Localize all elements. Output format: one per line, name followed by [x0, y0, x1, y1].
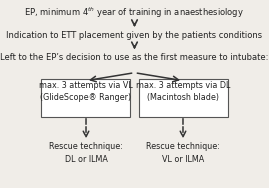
FancyBboxPatch shape: [139, 79, 228, 117]
Text: EP, minimum 4$^{th}$ year of training in anaesthesiology: EP, minimum 4$^{th}$ year of training in…: [24, 6, 245, 20]
Text: max. 3 attempts via DL
(Macintosh blade): max. 3 attempts via DL (Macintosh blade): [136, 81, 230, 102]
Text: max. 3 attempts via VL
(GlideScope® Ranger): max. 3 attempts via VL (GlideScope® Rang…: [39, 81, 133, 102]
Text: Indication to ETT placement given by the patients conditions: Indication to ETT placement given by the…: [6, 31, 263, 40]
Text: Rescue technique:
DL or ILMA: Rescue technique: DL or ILMA: [49, 142, 123, 164]
FancyBboxPatch shape: [41, 79, 130, 117]
Text: Rescue technique:
VL or ILMA: Rescue technique: VL or ILMA: [146, 142, 220, 164]
Text: Left to the EP’s decision to use as the first measure to intubate:: Left to the EP’s decision to use as the …: [0, 53, 269, 62]
